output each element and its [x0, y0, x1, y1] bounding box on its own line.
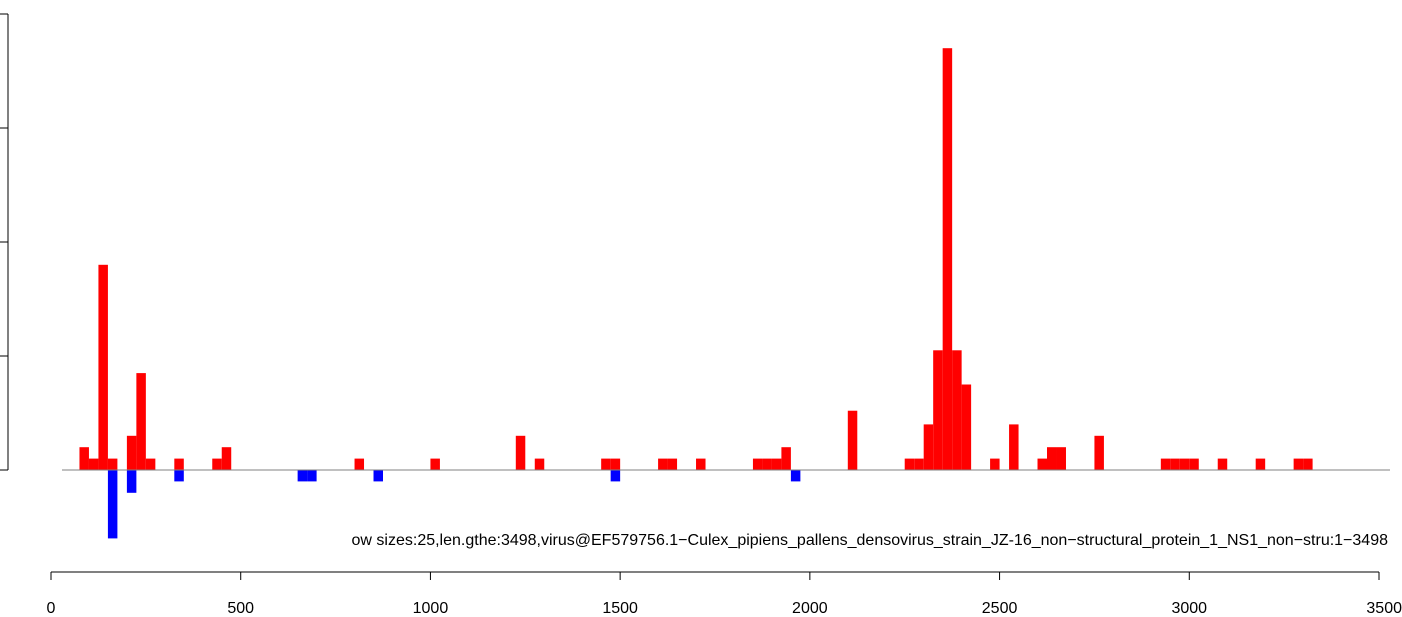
bar-negative-650	[297, 470, 308, 482]
x-tick-label-2500: 2500	[982, 600, 1018, 617]
bar-positive-2600	[1037, 458, 1047, 470]
y-axis	[0, 13, 9, 471]
bar-positive-3000	[1189, 458, 1199, 470]
chart-subtitle-line: ow sizes:25,len.gthe:3498,virus@EF579756…	[352, 532, 1389, 549]
bar-positive-1850	[752, 458, 763, 470]
bar-positive-2525	[1009, 424, 1019, 470]
bar-negative-1475	[610, 470, 621, 482]
bar-positive-1875	[762, 458, 772, 470]
x-tick-label-3500: 3500	[1366, 600, 1402, 617]
bar-positive-1275	[534, 458, 545, 470]
bar-positive-2975	[1179, 458, 1190, 470]
bar-positive-1900	[771, 458, 782, 470]
bar-positive-2100	[847, 410, 858, 470]
bar-positive-1000	[430, 458, 440, 470]
bar-positive-2250	[904, 458, 915, 470]
bar-positive-450	[221, 447, 232, 470]
bar-positive-2350	[942, 48, 953, 470]
bar-positive-2750	[1094, 435, 1104, 470]
bar-positive-1700	[696, 458, 706, 470]
bar-positive-1450	[601, 458, 611, 470]
x-tick-label-1000: 1000	[413, 600, 449, 617]
bars-layer	[79, 48, 1313, 539]
bar-positive-200	[126, 435, 137, 470]
bar-positive-3075	[1217, 458, 1228, 470]
bar-positive-1600	[658, 458, 668, 470]
bar-negative-675	[307, 470, 317, 482]
bar-positive-1925	[781, 447, 791, 470]
bar-negative-325	[174, 470, 184, 482]
x-tick-label-0: 0	[47, 600, 56, 617]
bar-positive-225	[136, 373, 146, 470]
bar-positive-2325	[933, 350, 943, 470]
bar-positive-150	[107, 458, 118, 470]
bar-positive-1225	[515, 435, 526, 470]
bar-negative-150	[107, 470, 118, 539]
x-tick-label-2000: 2000	[792, 600, 828, 617]
bar-positive-2950	[1170, 458, 1180, 470]
bar-positive-1475	[610, 458, 621, 470]
x-axis: 0 500 1000 1500 2000 2500 3000 3500	[47, 571, 1402, 617]
bar-positive-325	[174, 458, 184, 470]
bar-positive-100	[88, 458, 99, 470]
bar-positive-2475	[990, 458, 1000, 470]
bar-positive-2400	[961, 384, 972, 470]
bar-positive-2300	[923, 424, 934, 470]
bar-positive-3300	[1303, 458, 1313, 470]
bar-positive-2275	[914, 458, 924, 470]
bar-positive-3275	[1293, 458, 1304, 470]
x-tick-label-1500: 1500	[602, 600, 638, 617]
x-tick-label-3000: 3000	[1171, 600, 1207, 617]
bar-positive-2925	[1160, 458, 1171, 470]
bar-positive-2375	[952, 350, 962, 470]
bar-negative-850	[373, 470, 383, 482]
bar-positive-3175	[1255, 458, 1266, 470]
bar-positive-2625	[1047, 447, 1057, 470]
bar-positive-800	[354, 458, 365, 470]
bar-positive-2650	[1056, 447, 1066, 470]
bar-negative-1950	[790, 470, 801, 482]
bar-positive-1625	[667, 458, 678, 470]
bar-positive-425	[212, 458, 222, 470]
x-tick-label-500: 500	[227, 600, 254, 617]
bar-positive-125	[98, 264, 108, 470]
bar-negative-200	[126, 470, 137, 493]
bar-positive-250	[145, 458, 156, 470]
bar-positive-75	[79, 447, 89, 470]
